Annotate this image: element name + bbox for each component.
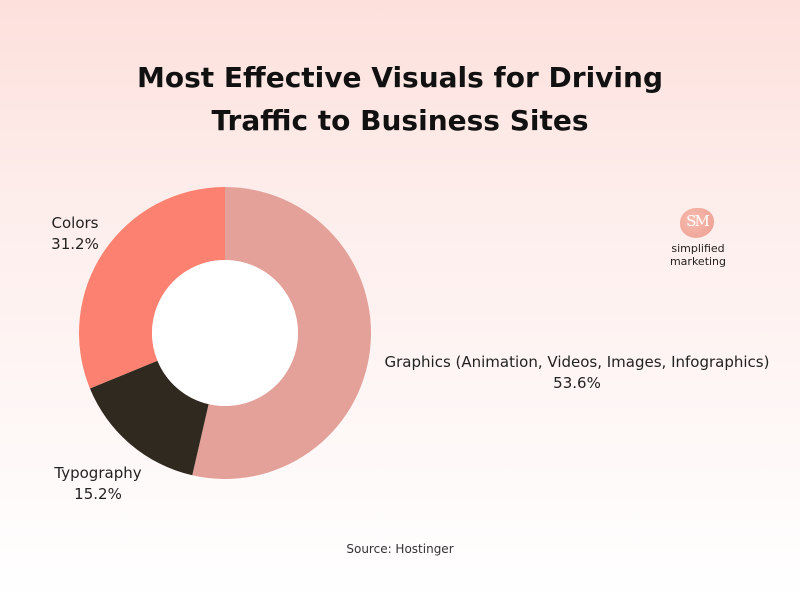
donut-slice-graphics (192, 186, 372, 479)
donut-slice-typography (89, 360, 209, 476)
logo-mark: SM (686, 212, 710, 230)
brand-logo: SM simplified marketing (648, 206, 748, 268)
chart-title-line-1: Most Effective Visuals for Driving (137, 61, 663, 94)
logo-text: simplified marketing (669, 242, 727, 268)
slice-label-typography: Typography 15.2% (48, 463, 148, 505)
donut-slice-colors (78, 186, 225, 389)
chart-title: Most Effective Visuals for Driving Traff… (0, 56, 800, 142)
slice-label-typography-value: 15.2% (74, 485, 122, 503)
slice-label-graphics-name: Graphics (Animation, Videos, Images, Inf… (384, 353, 770, 371)
chart-source: Source: Hostinger (346, 542, 454, 556)
slice-label-colors-value: 31.2% (51, 235, 99, 253)
slice-label-colors-name: Colors (51, 214, 99, 232)
slice-label-colors: Colors 31.2% (44, 213, 106, 255)
logo-blob-icon (680, 208, 714, 238)
chart-title-line-2: Traffic to Business Sites (211, 104, 589, 137)
donut-hole (152, 260, 298, 406)
slice-label-graphics-value: 53.6% (553, 374, 601, 392)
slice-label-graphics: Graphics (Animation, Videos, Images, Inf… (377, 352, 777, 394)
slice-label-typography-name: Typography (54, 464, 142, 482)
